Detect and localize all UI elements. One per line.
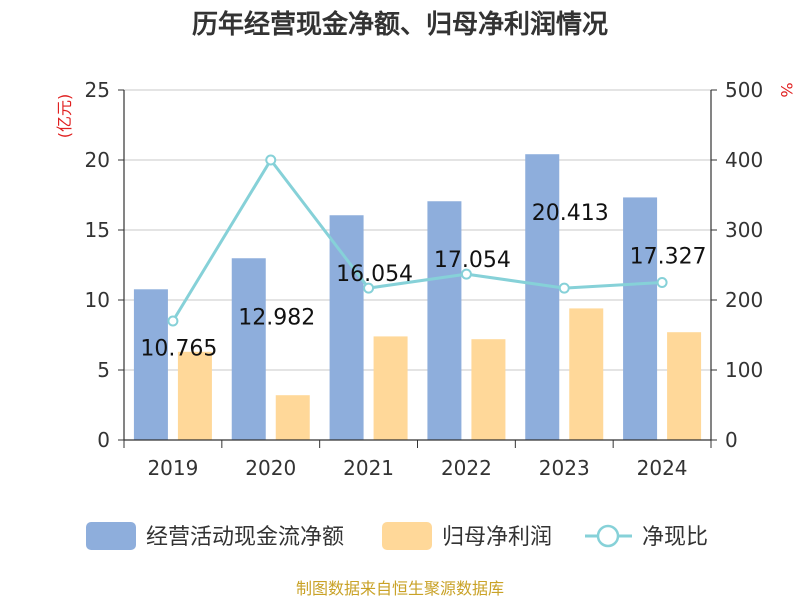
line-point	[167, 315, 179, 327]
line-point	[265, 154, 277, 166]
data-label: 17.054	[434, 248, 511, 273]
x-tick-label: 2023	[539, 456, 590, 480]
data-label: 16.054	[336, 262, 413, 287]
legend-label: 净现比	[642, 525, 708, 550]
chart-title: 历年经营现金净额、归母净利润情况	[192, 9, 608, 40]
bar	[373, 336, 408, 440]
left-tick-label: 20	[85, 148, 110, 172]
x-tick-label: 2022	[441, 456, 492, 480]
line-series-path	[171, 158, 663, 322]
legend[interactable]: 经营活动现金流净额 归母净利润 净现比	[86, 522, 708, 550]
right-tick-label: 300	[725, 218, 763, 242]
gridlines	[124, 89, 711, 371]
left-tick-label: 25	[85, 78, 110, 102]
right-tick-label: 400	[725, 148, 763, 172]
left-tick-label: 10	[85, 288, 110, 312]
line-point	[460, 268, 472, 280]
left-tick-label: 0	[97, 428, 110, 452]
data-label: 17.327	[630, 244, 707, 269]
left-axis-unit: (亿元)	[55, 94, 74, 139]
data-labels: 10.765 12.982 16.054 17.054 20.413 17.327	[140, 201, 706, 361]
bar	[329, 215, 364, 440]
x-tick-label: 2024	[637, 456, 688, 480]
left-tick-label: 5	[97, 358, 110, 382]
bar	[427, 201, 462, 440]
right-axis-unit: %	[777, 82, 796, 97]
line-series	[167, 154, 668, 327]
data-label: 12.982	[238, 305, 315, 330]
left-tick-label: 15	[85, 218, 110, 242]
right-tick-label: 200	[725, 288, 763, 312]
bar	[471, 339, 506, 440]
x-tick-label: 2020	[245, 456, 296, 480]
legend-swatch	[86, 522, 136, 550]
axes	[118, 89, 717, 448]
legend-label: 归母净利润	[442, 525, 552, 550]
legend-marker	[596, 524, 620, 548]
bar	[623, 197, 658, 440]
line-point	[363, 282, 375, 294]
bar	[667, 332, 702, 440]
source-note: 制图数据来自恒生聚源数据库	[296, 579, 504, 598]
line-point	[656, 277, 668, 288]
bar	[525, 154, 560, 440]
bar	[569, 308, 604, 440]
right-tick-label: 100	[725, 358, 763, 382]
x-tick-label: 2021	[343, 456, 394, 480]
bar	[133, 289, 168, 440]
legend-swatch	[382, 522, 432, 550]
bar	[275, 395, 310, 440]
tick-labels: 0 5 10 15 20 25 0 100 200 300 400 500 2019 2020 2021 20…	[85, 78, 764, 480]
x-tick-label: 2019	[147, 456, 198, 480]
line-point	[558, 282, 570, 294]
bar	[177, 351, 212, 440]
right-tick-label: 0	[725, 428, 738, 452]
bar	[231, 258, 266, 440]
legend-label: 经营活动现金流净额	[146, 525, 344, 550]
data-label: 10.765	[140, 336, 217, 361]
data-label: 20.413	[532, 201, 609, 226]
right-tick-label: 500	[725, 78, 763, 102]
bar-series	[133, 154, 702, 440]
